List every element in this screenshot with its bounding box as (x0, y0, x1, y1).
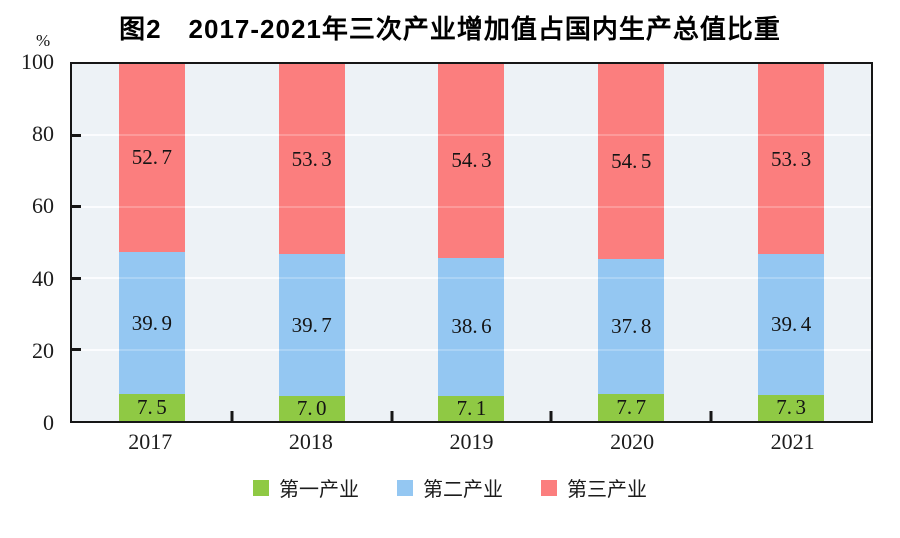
legend-label: 第二产业 (423, 479, 503, 501)
bar-cell: 54. 5 37. 8 7. 7 (551, 64, 711, 421)
stacked-bar: 54. 3 38. 6 7. 1 (438, 64, 505, 421)
bar-segment: 37. 8 (598, 258, 665, 394)
x-axis-labels: 2017 2018 2019 2020 2021 (70, 429, 873, 455)
legend-swatch (541, 479, 557, 496)
x-axis-label: 2019 (449, 429, 494, 454)
x-axis-label: 2021 (770, 429, 815, 454)
legend-item: 第一产业 (253, 473, 359, 502)
bar-segment: 52. 7 (118, 64, 185, 252)
bar-value-label: 7. 5 (137, 395, 167, 420)
bar-value-label: 37. 8 (611, 313, 652, 338)
bar-segment: 7. 3 (758, 394, 825, 421)
x-axis-label: 2020 (610, 429, 655, 454)
bar-value-label: 53. 3 (291, 146, 332, 171)
y-tick-mark (72, 205, 81, 209)
bar-segment: 7. 5 (118, 394, 185, 421)
bar-value-label: 52. 7 (131, 145, 173, 170)
y-tick-label: 40 (32, 265, 54, 291)
bar-cell: 53. 3 39. 4 7. 3 (711, 64, 871, 421)
bar-value-label: 7. 0 (296, 395, 327, 420)
bar-cell: 54. 3 38. 6 7. 1 (392, 64, 552, 421)
y-tick-label: 100 (21, 49, 54, 74)
bar-segment: 7. 0 (278, 395, 345, 421)
bar-segment: 7. 1 (438, 395, 505, 421)
y-tick-label: 60 (32, 193, 54, 219)
bar-value-label: 7. 7 (616, 394, 647, 419)
x-axis-label: 2017 (128, 429, 173, 454)
legend-item: 第二产业 (397, 473, 503, 502)
bar-segment: 39. 7 (278, 254, 345, 396)
y-axis-unit-label: % (36, 31, 51, 50)
y-axis-labels: 0 20 40 60 80 100 (0, 49, 62, 435)
bar-segment: 54. 3 (438, 64, 505, 258)
bar-segment: 53. 3 (278, 64, 345, 255)
y-tick-label: 20 (32, 337, 54, 363)
x-tick-mark (709, 411, 713, 421)
bars-layer: 52. 7 39. 9 7. 5 53. 3 39. 7 7. 0 54. 3 38. 6 7.… (72, 64, 871, 421)
legend-swatch (253, 479, 269, 496)
bar-value-label: 7. 1 (456, 395, 487, 420)
bar-segment: 54. 5 (598, 64, 665, 259)
legend-label: 第三产业 (567, 479, 647, 501)
bar-segment: 39. 9 (118, 251, 185, 395)
y-tick-label: 80 (32, 121, 54, 147)
bar-value-label: 39. 7 (291, 312, 332, 337)
y-tick-mark (72, 276, 81, 280)
stacked-bar: 54. 5 37. 8 7. 7 (598, 64, 665, 421)
bar-value-label: 39. 9 (131, 310, 173, 335)
legend-item: 第三产业 (541, 473, 647, 502)
bar-value-label: 39. 4 (770, 312, 812, 337)
bar-segment: 53. 3 (758, 64, 825, 255)
stacked-bar: 52. 7 39. 9 7. 5 (118, 64, 185, 421)
y-tick-mark (72, 133, 81, 137)
x-tick-mark (390, 411, 394, 421)
stacked-bar: 53. 3 39. 4 7. 3 (758, 64, 825, 421)
bar-segment: 38. 6 (438, 257, 505, 396)
bar-value-label: 7. 3 (776, 395, 806, 420)
x-tick-mark (230, 411, 234, 421)
legend-label: 第一产业 (279, 479, 359, 501)
bar-value-label: 54. 3 (451, 148, 492, 173)
y-tick-label: 0 (43, 410, 54, 435)
bar-cell: 53. 3 39. 7 7. 0 (232, 64, 392, 421)
x-axis-label: 2018 (288, 429, 333, 454)
bar-value-label: 53. 3 (770, 146, 812, 171)
y-tick-mark (72, 348, 81, 352)
bar-segment: 39. 4 (758, 254, 825, 395)
x-tick-mark (549, 411, 553, 421)
stacked-bar: 53. 3 39. 7 7. 0 (278, 64, 345, 421)
bar-value-label: 38. 6 (451, 314, 492, 339)
bar-segment: 7. 7 (598, 393, 665, 421)
chart-title: 图2 2017-2021年三次产业增加值占国内生产总值比重 (119, 14, 781, 44)
bar-value-label: 54. 5 (611, 148, 652, 173)
plot-area: 52. 7 39. 9 7. 5 53. 3 39. 7 7. 0 54. 3 38. 6 7.… (70, 62, 873, 423)
legend: 第一产业 第二产业 第三产业 (0, 473, 900, 502)
legend-swatch (397, 479, 413, 496)
bar-cell: 52. 7 39. 9 7. 5 (72, 64, 232, 421)
